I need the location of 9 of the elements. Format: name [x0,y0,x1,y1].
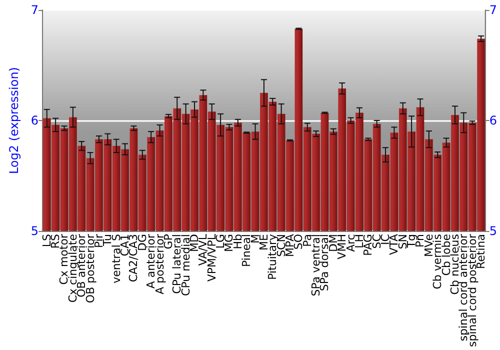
y2-tick-label: 7 [489,3,498,17]
x-tick-label: Retina [474,234,488,270]
x-tick-label: Pituitary [266,234,280,280]
y-tick-label: 7 [30,3,39,17]
y2-tick-label: 6 [489,114,498,128]
y-axis-title: Log2 (expression) [7,67,21,174]
y-tick-label: 6 [30,114,39,128]
y2-tick-label: 5 [489,224,498,238]
y-tick-label: 5 [30,224,39,238]
